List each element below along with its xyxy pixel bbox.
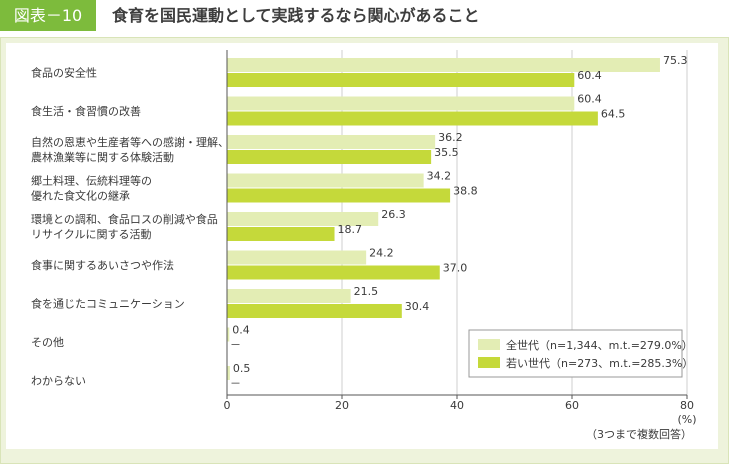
category-label: その他 <box>31 336 64 349</box>
data-label: 60.4 <box>577 93 602 106</box>
category-label: 農林漁業等に関する体験活動 <box>31 150 174 164</box>
data-label: － <box>230 339 241 352</box>
category-label: 食事に関するあいさつや作法 <box>31 258 174 272</box>
data-label: 0.5 <box>233 362 251 375</box>
category-label: わからない <box>31 375 86 388</box>
data-label: 35.5 <box>434 146 459 159</box>
category-label: 食品の安全性 <box>31 66 97 80</box>
legend-label: 全世代（n=1,344、m.t.=279.0%） <box>506 338 693 352</box>
x-unit-label: (%) <box>677 413 696 426</box>
bar-young-generation <box>227 227 335 241</box>
data-label: 18.7 <box>338 223 363 236</box>
chart-panel <box>6 43 718 449</box>
note-label: （3つまで複数回答） <box>586 427 692 441</box>
bar-all-generations <box>227 327 230 342</box>
data-label: 64.5 <box>601 108 626 121</box>
category-label: 食生活・食習慣の改善 <box>31 104 141 118</box>
bar-all-generations <box>227 173 424 188</box>
data-label: 38.8 <box>453 185 478 198</box>
data-label: 37.0 <box>443 262 468 275</box>
figure-label: 図表－10 <box>0 0 96 31</box>
data-label: 0.4 <box>232 324 250 337</box>
bar-young-generation <box>227 265 440 280</box>
bar-all-generations <box>227 212 379 226</box>
x-tick-label: 20 <box>335 399 349 412</box>
bar-young-generation <box>227 73 575 87</box>
legend-swatch <box>478 339 500 350</box>
data-label: 26.3 <box>381 208 406 221</box>
data-label: 75.3 <box>663 54 688 67</box>
bar-all-generations <box>227 366 230 380</box>
chart-title: 食育を国民運動として実践するなら関心があること <box>112 6 480 25</box>
category-label: 優れた食文化の継承 <box>31 189 130 203</box>
bar-all-generations <box>227 250 367 265</box>
x-tick-label: 60 <box>565 399 579 412</box>
category-label: 自然の恩恵や生産者等への感謝・理解、 <box>31 135 229 149</box>
data-label: 24.2 <box>369 247 394 260</box>
bar-young-generation <box>227 150 432 164</box>
bar-all-generations <box>227 96 575 111</box>
legend-box <box>468 329 683 378</box>
bar-young-generation <box>227 188 451 203</box>
bar-all-generations <box>227 135 436 149</box>
data-label: 36.2 <box>438 131 463 144</box>
header: 図表－10 食育を国民運動として実践するなら関心があること <box>0 0 730 32</box>
data-label: 60.4 <box>577 69 602 82</box>
x-tick-label: 80 <box>680 399 694 412</box>
category-label: リサイクルに関する活動 <box>31 227 151 241</box>
bar-all-generations <box>227 289 351 303</box>
x-tick-label: 40 <box>450 399 464 412</box>
bar-all-generations <box>227 58 660 72</box>
data-label: 30.4 <box>405 300 430 313</box>
category-label: 食を通じたコミュニケーション <box>31 297 185 311</box>
data-label: － <box>230 377 241 390</box>
bar-young-generation <box>227 304 402 318</box>
category-label: 郷土料理、伝統料理等の <box>31 174 152 188</box>
data-label: 21.5 <box>354 285 379 298</box>
data-label: 34.2 <box>427 170 452 183</box>
legend-swatch <box>478 357 500 368</box>
legend-label: 若い世代（n=273、m.t.=285.3%） <box>506 357 693 370</box>
category-label: 環境との調和、食品ロスの削減や食品 <box>31 212 218 226</box>
x-tick-label: 0 <box>224 399 231 412</box>
bar-young-generation <box>227 111 598 126</box>
